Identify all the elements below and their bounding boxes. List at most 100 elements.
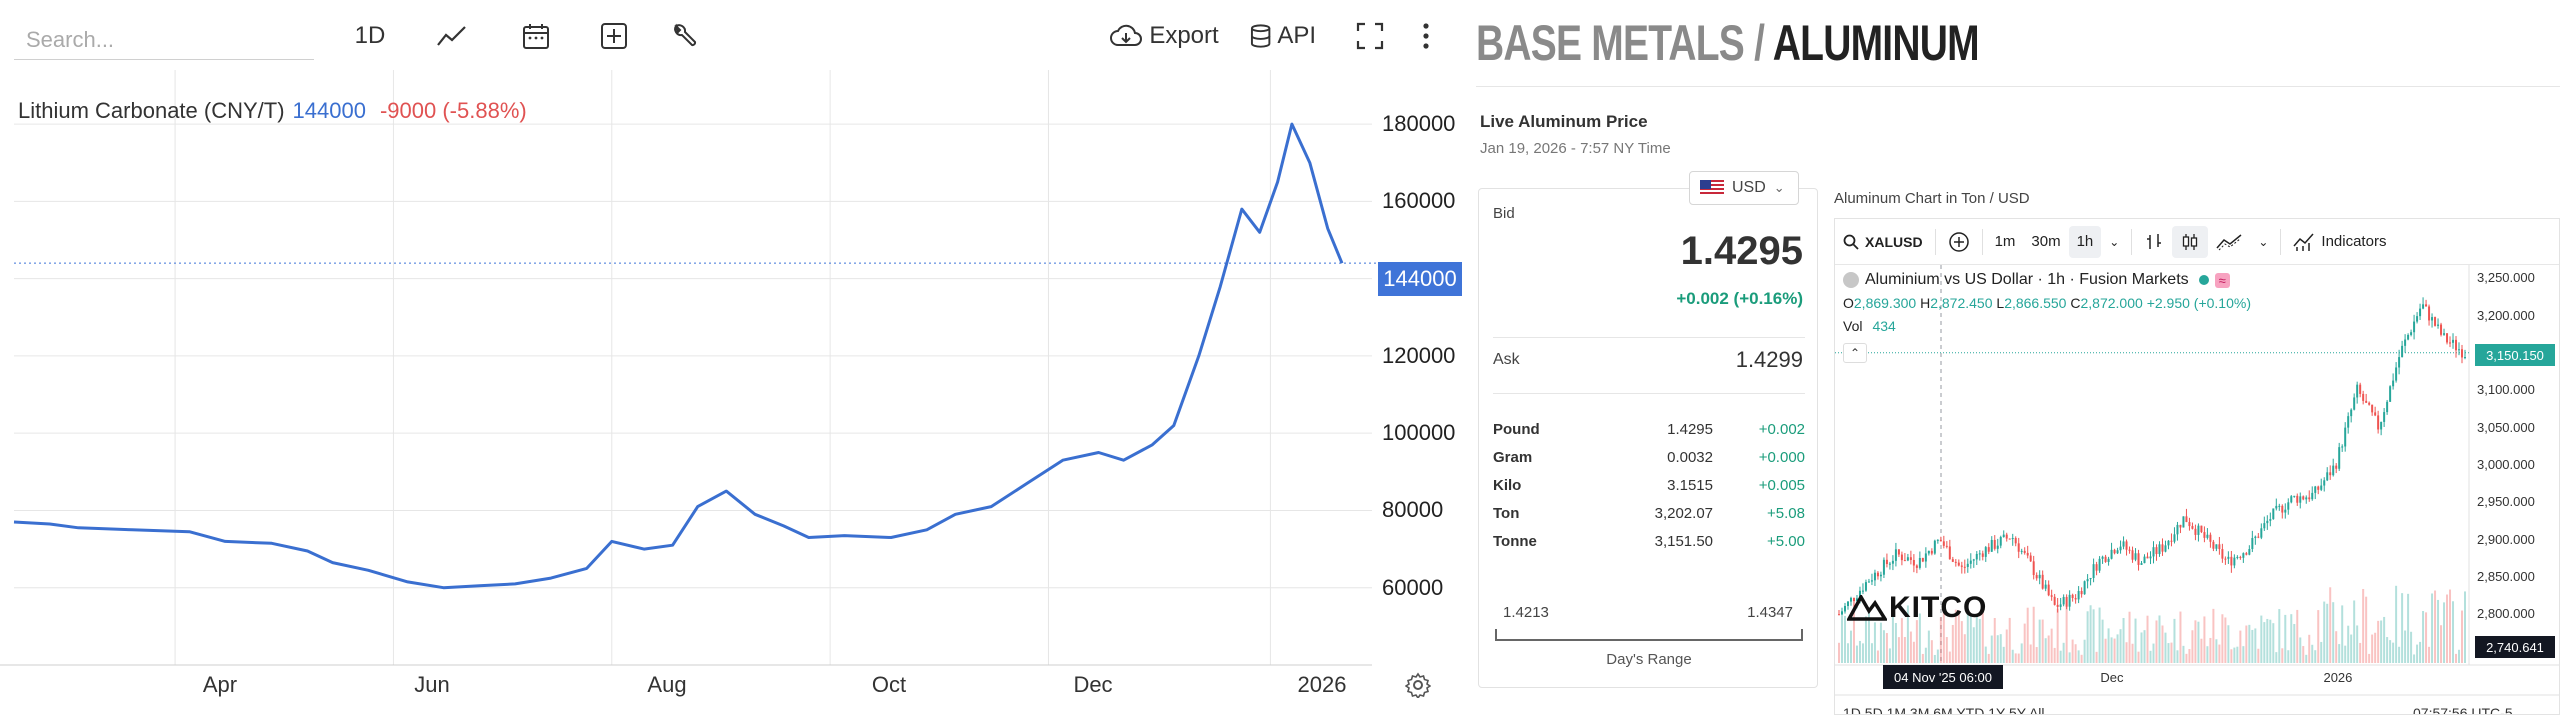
- area-style-button[interactable]: [2208, 219, 2250, 265]
- volume-bar: [2254, 628, 2257, 663]
- unit-price: 3,151.50: [1654, 533, 1713, 550]
- breadcrumb-category[interactable]: BASE METALS: [1476, 15, 1745, 71]
- candle-body: [1948, 546, 1951, 560]
- volume-bar: [2356, 625, 2359, 663]
- fullscreen-button[interactable]: [1352, 18, 1388, 54]
- volume-bar: [2167, 643, 2170, 663]
- title-divider: [1476, 86, 2560, 87]
- candle-body: [2293, 495, 2296, 497]
- market-open-icon: [2198, 275, 2209, 285]
- chart-style-dropdown[interactable]: ⌄: [2250, 219, 2276, 265]
- tools-button[interactable]: [664, 18, 704, 54]
- volume-bar: [1891, 606, 1894, 663]
- timeframe-button[interactable]: 1D: [350, 18, 390, 54]
- volume-bar: [1942, 608, 1945, 663]
- candlestick-chart[interactable]: [1835, 219, 2560, 715]
- calendar-button[interactable]: [516, 18, 556, 54]
- volume-bar: [2134, 618, 2137, 663]
- candle-body: [1873, 572, 1876, 581]
- more-menu-button[interactable]: [1414, 18, 1438, 54]
- range-selector[interactable]: 1D 5D 1M 3M 6M YTD 1Y 5Y All 07:57:56 UT…: [1843, 705, 2513, 715]
- candles-style-button[interactable]: [2172, 225, 2209, 258]
- volume-bar: [2113, 638, 2116, 663]
- volume-bar: [2008, 617, 2011, 663]
- volume-bar: [2350, 634, 2353, 663]
- candle-body: [1912, 560, 1915, 566]
- candle-body: [2194, 528, 2197, 535]
- candle-body: [2458, 349, 2461, 351]
- unit-name: Tonne: [1493, 533, 1537, 550]
- candle-body: [2131, 550, 2134, 560]
- volume-bar: [1864, 616, 1867, 663]
- range-buttons[interactable]: 1D 5D 1M 3M 6M YTD 1Y 5Y All: [1843, 705, 2045, 715]
- interval-1h[interactable]: 1h: [2068, 225, 2102, 258]
- candle-body: [2395, 367, 2398, 381]
- volume-bar: [2422, 611, 2425, 663]
- candle-body: [2155, 547, 2158, 555]
- indicators-button[interactable]: Indicators: [2285, 219, 2394, 265]
- candle-body: [1879, 574, 1882, 577]
- bars-icon: [2147, 233, 2162, 249]
- candle-body: [1942, 541, 1945, 546]
- symbol-search-button[interactable]: XALUSD: [1835, 219, 1931, 265]
- candle-body: [2068, 594, 2071, 607]
- volume-bar: [2209, 637, 2212, 663]
- line-chart-icon: [437, 26, 466, 46]
- candle-body: [2179, 524, 2182, 528]
- unit-change: +5.08: [1767, 505, 1805, 522]
- candle-body: [2134, 553, 2137, 560]
- bar-style-button[interactable]: [2136, 219, 2172, 265]
- volume-bar: [1963, 634, 1966, 663]
- crosshair-date-tag: 04 Nov '25 06:00: [1883, 665, 2003, 689]
- open-label: O: [1843, 295, 1854, 311]
- search-box[interactable]: [14, 20, 314, 60]
- compare-button[interactable]: [1940, 219, 1978, 265]
- candle-body: [2431, 317, 2434, 321]
- candle-body: [1921, 557, 1924, 562]
- price-line-chart[interactable]: [0, 70, 1466, 670]
- candle-body: [2092, 564, 2095, 578]
- series-legend: Aluminium vs US Dollar · 1h · Fusion Mar…: [1843, 271, 2230, 289]
- volume-bar: [2128, 611, 2131, 663]
- candle-body: [2176, 524, 2179, 535]
- volume-bar: [2017, 653, 2020, 663]
- volume-bar: [1951, 624, 1954, 663]
- chart-settings-button[interactable]: [1404, 672, 1432, 703]
- currency-select[interactable]: USD ⌄: [1689, 171, 1799, 205]
- open-value: 2,869.300: [1853, 295, 1917, 311]
- collapse-legend-button[interactable]: ⌃: [1843, 343, 1867, 363]
- candle-body: [2275, 505, 2278, 509]
- candle-body: [1960, 565, 1963, 567]
- api-button[interactable]: API: [1250, 18, 1316, 54]
- price-axis-label: 2,800.000: [2477, 606, 2535, 622]
- interval-30m[interactable]: 30m: [2023, 219, 2068, 265]
- candle-body: [1915, 565, 1918, 568]
- add-indicator-button[interactable]: [594, 18, 634, 54]
- chart-type-button[interactable]: [432, 18, 472, 54]
- interval-1m[interactable]: 1m: [1987, 219, 2024, 265]
- unit-row: Pound 1.4295 +0.002: [1493, 421, 1805, 445]
- volume-bar: [2029, 644, 2032, 663]
- y-tick-label: 120000: [1382, 342, 1456, 368]
- price-card: USD ⌄ Bid 1.4295 +0.002 (+0.16%) Ask 1.4…: [1478, 171, 1818, 688]
- candle-body: [2161, 544, 2164, 552]
- candle-body: [2350, 409, 2353, 417]
- candle-body: [2029, 555, 2032, 562]
- volume-bar: [2002, 646, 2005, 663]
- candle-body: [2050, 595, 2053, 597]
- candle-body: [1858, 590, 1861, 599]
- candle-body: [2455, 339, 2458, 351]
- candle-body: [1945, 545, 1948, 547]
- kitco-mark-icon: [1847, 595, 1887, 621]
- volume-bar: [1882, 630, 1885, 663]
- x-tick-label: Apr: [202, 672, 238, 697]
- interval-dropdown[interactable]: ⌄: [2101, 219, 2127, 265]
- volume-bar: [2416, 644, 2419, 663]
- search-input[interactable]: [14, 20, 314, 59]
- candle-body: [2326, 472, 2329, 481]
- volume-bar: [2278, 609, 2281, 663]
- volume-bar: [2056, 608, 2059, 663]
- candle-body: [1852, 597, 1855, 602]
- export-button[interactable]: Export: [1108, 18, 1220, 54]
- volume-bar: [1930, 640, 1933, 663]
